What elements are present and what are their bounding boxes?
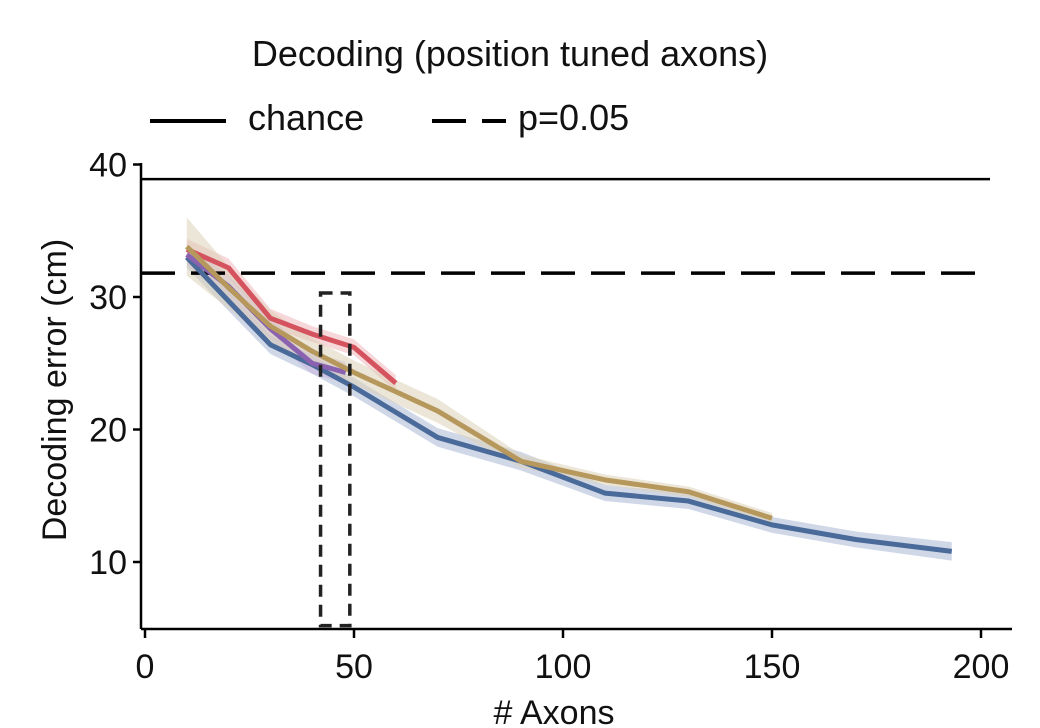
y-axis-label: Decoding error (cm) bbox=[36, 239, 74, 541]
series-line-4 bbox=[185, 244, 773, 521]
chart-title: Decoding (position tuned axons) bbox=[251, 33, 769, 74]
error-band-1 bbox=[186, 246, 952, 561]
series-line-2 bbox=[185, 247, 398, 386]
series-lines bbox=[184, 244, 953, 554]
legend-label-chance: chance bbox=[248, 97, 365, 138]
x-tick-label-0: 0 bbox=[136, 648, 155, 686]
x-tick-label-200: 200 bbox=[953, 648, 1010, 686]
legend-label-p005: p=0.05 bbox=[518, 97, 630, 138]
x-tick-label-100: 100 bbox=[535, 648, 592, 686]
error-band-4 bbox=[186, 217, 773, 524]
y-tick-label-10: 10 bbox=[89, 544, 127, 582]
y-tick-label-40: 40 bbox=[89, 147, 127, 185]
y-ticks: 10 20 30 40 bbox=[89, 147, 141, 582]
y-tick-label-20: 20 bbox=[89, 412, 127, 450]
error-bands bbox=[186, 217, 952, 561]
series-line-1 bbox=[184, 255, 953, 554]
x-axis-label: # Axons bbox=[494, 694, 615, 728]
y-tick-label-30: 30 bbox=[89, 279, 127, 317]
x-tick-label-150: 150 bbox=[744, 648, 801, 686]
reference-lines bbox=[141, 177, 990, 275]
x-tick-label-50: 50 bbox=[335, 648, 373, 686]
x-ticks: 0 50 100 150 200 bbox=[136, 629, 1010, 686]
